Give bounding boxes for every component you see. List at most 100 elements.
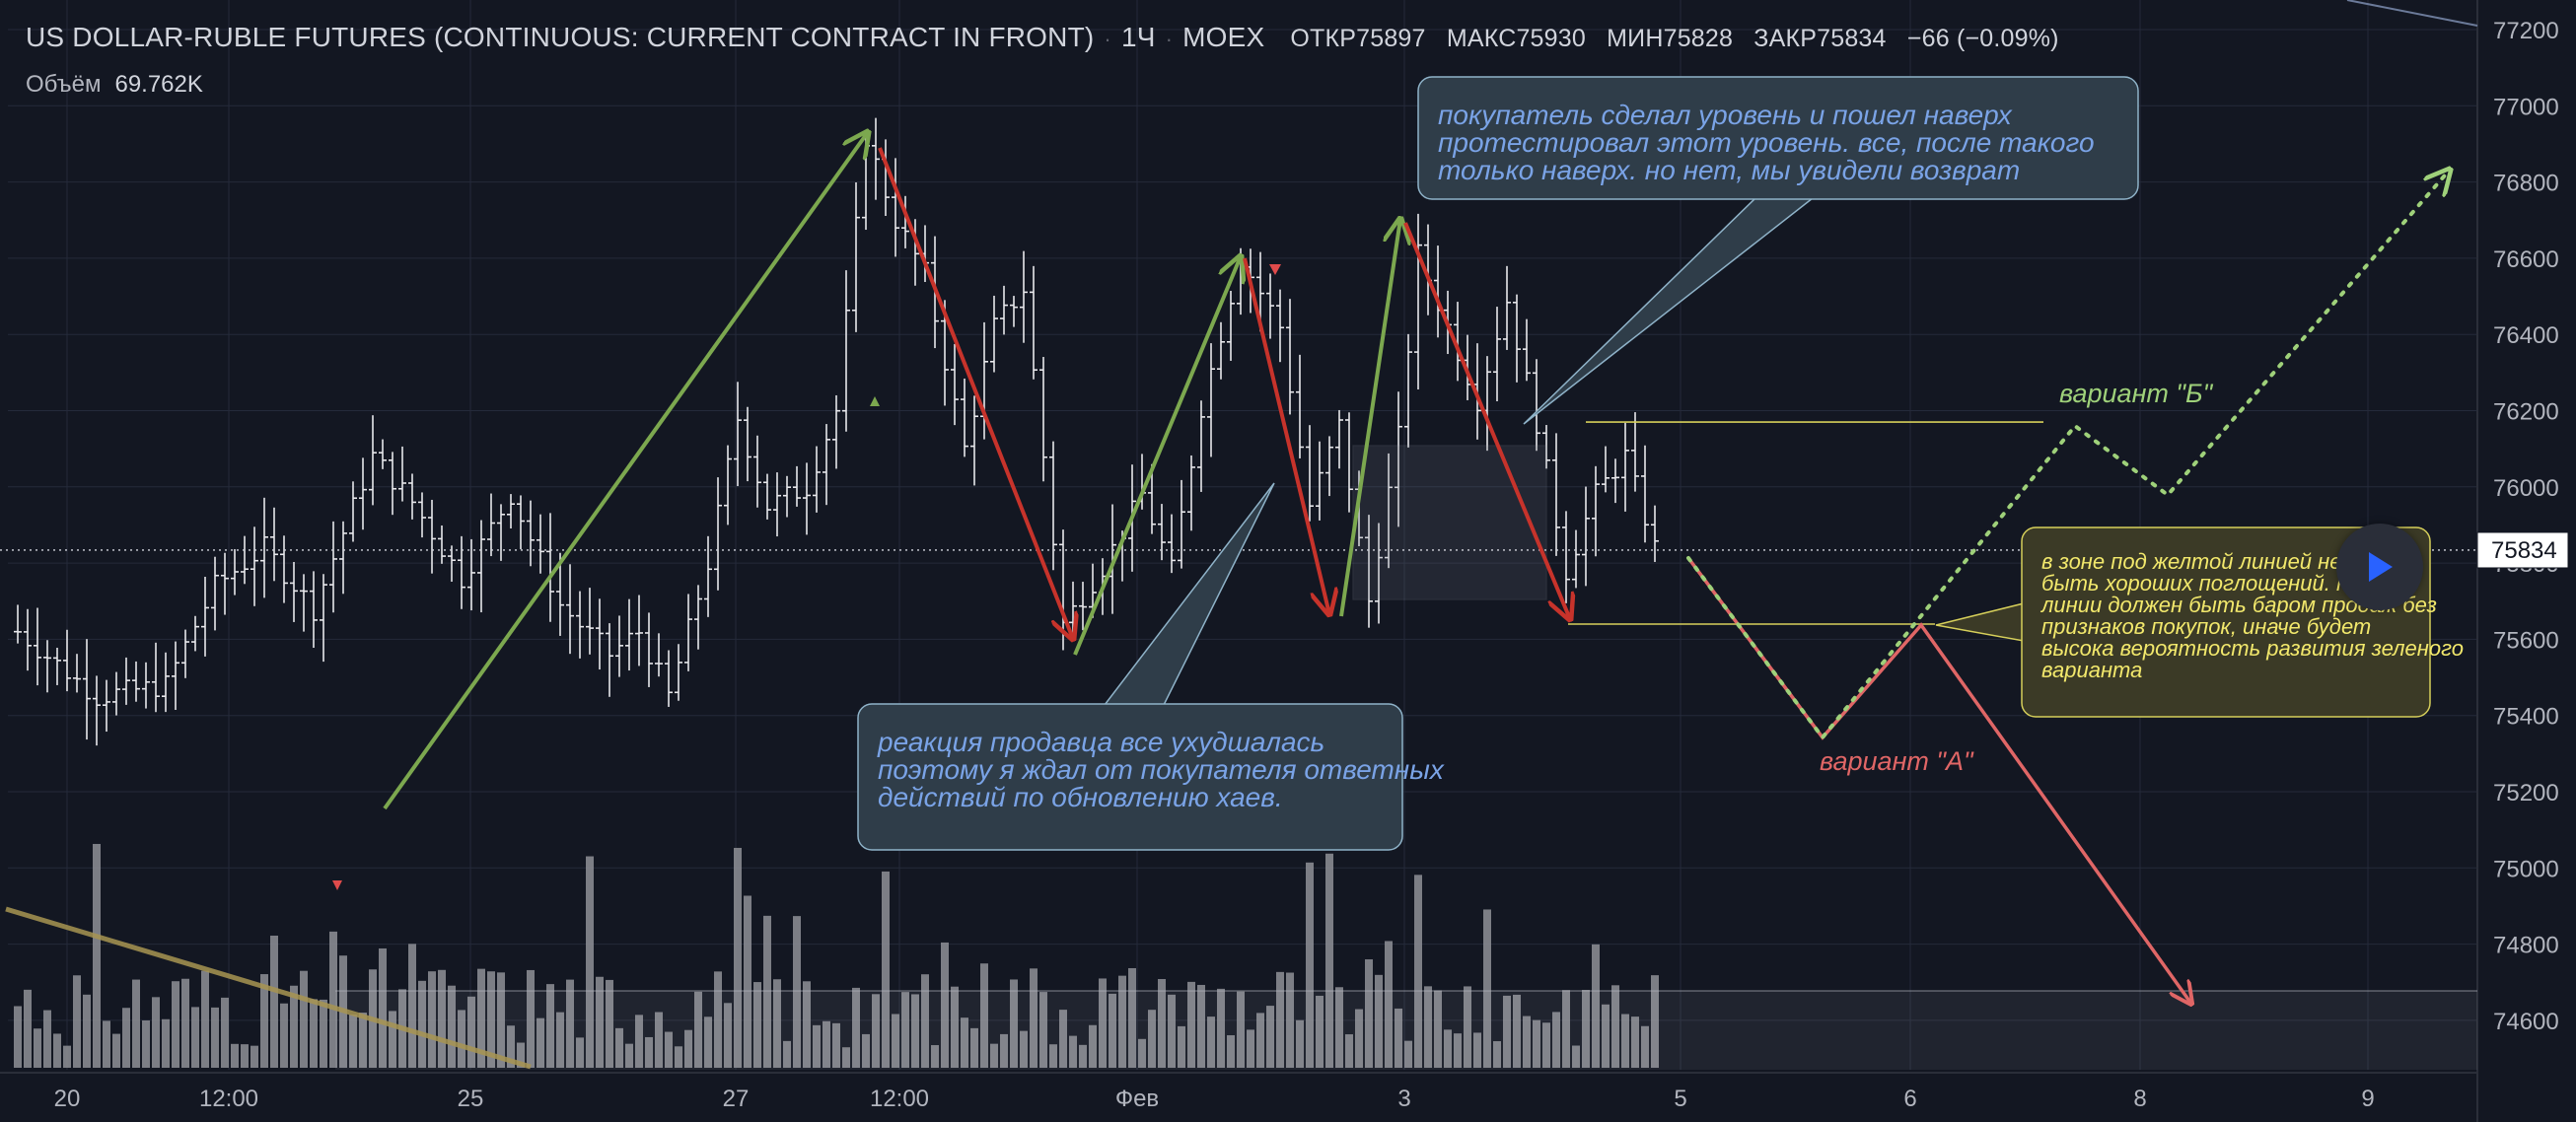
callout-top-line: только наверх. но нет, мы увидели возвра…: [1438, 155, 2020, 185]
callout-top-line: покупатель сделал уровень и пошел наверх: [1438, 100, 2013, 130]
volume-bar: [1306, 862, 1314, 1068]
volume-label: Объём: [26, 71, 102, 98]
volume-bar: [1256, 1013, 1264, 1068]
volume-bar: [1266, 1006, 1274, 1068]
volume-zone: [335, 991, 2477, 1070]
price-tick-label: 75400: [2493, 704, 2559, 731]
price-tick-label: 75200: [2493, 780, 2559, 806]
volume-bar: [980, 963, 988, 1068]
volume-bar: [1533, 1019, 1540, 1068]
replay-button[interactable]: [2336, 524, 2423, 610]
volume-bar: [793, 916, 801, 1068]
exchange-label: MOEX: [1182, 22, 1265, 52]
callout-top[interactable]: покупатель сделал уровень и пошел наверх…: [1417, 76, 2139, 425]
symbol-title[interactable]: US DOLLAR-RUBLE FUTURES (CONTINUOUS: CUR…: [26, 22, 1095, 52]
volume-bar: [714, 971, 722, 1068]
volume-bar: [1197, 984, 1205, 1068]
high-value: 75930: [1516, 25, 1586, 52]
callout-bottom-line: поэтому я ждал от покупателя ответных: [878, 754, 1445, 785]
time-tick-label: 12:00: [870, 1086, 929, 1112]
volume-bar: [1602, 1004, 1610, 1068]
impulse-arrow-up: [1339, 219, 1400, 617]
volume-bar: [1128, 967, 1136, 1068]
volume-bar: [349, 1015, 357, 1068]
volume-bar: [546, 984, 554, 1068]
volume-bar: [586, 856, 594, 1068]
price-axis[interactable]: 7720077000768007660076400762007600075800…: [2493, 18, 2559, 1035]
price-tick-label: 74600: [2493, 1009, 2559, 1035]
volume-bar: [211, 1007, 219, 1068]
volume-bar: [1148, 1010, 1156, 1068]
time-axis[interactable]: 20 12:00 25 27 12:00 Фев 3 5 6 8 9: [54, 1086, 2375, 1112]
volume-bar: [1089, 1024, 1097, 1068]
volume-bar: [93, 843, 101, 1068]
volume-bar: [1020, 1030, 1028, 1068]
volume-bar: [990, 1043, 998, 1068]
volume-bar: [1464, 986, 1471, 1068]
volume-bar: [1000, 1033, 1008, 1068]
volume-bar: [1641, 1025, 1649, 1068]
time-tick-label: 9: [2361, 1086, 2374, 1112]
volume-bar: [763, 915, 771, 1068]
time-tick-label: 5: [1674, 1086, 1686, 1112]
volume-bar: [1030, 968, 1038, 1068]
volume-bar: [823, 1020, 830, 1068]
volume-bar: [438, 969, 446, 1068]
callout-right-line: признаков покупок, иначе будет: [2041, 614, 2371, 639]
volume-bar: [1296, 1019, 1304, 1068]
change-value: −66 (−0.09%): [1906, 25, 2059, 52]
time-tick-label: 20: [54, 1086, 81, 1112]
price-tick-label: 77200: [2493, 18, 2559, 44]
callout-bottom-box: [857, 703, 1403, 851]
volume-bar: [1237, 991, 1245, 1068]
time-tick-label: 12:00: [199, 1086, 258, 1112]
impulse-arrow-up: [383, 132, 868, 810]
impulse-arrow-down: [878, 147, 1073, 639]
volume-bar: [803, 981, 811, 1068]
volume-bar: [911, 994, 919, 1068]
candles: [14, 117, 1659, 746]
volume-bar: [1079, 1044, 1087, 1068]
volume-bar: [1385, 941, 1393, 1068]
variant-b-label: вариант "Б": [2059, 379, 2214, 408]
volume-bar: [684, 1029, 692, 1068]
volume-bar: [1454, 1033, 1462, 1068]
chart-header: US DOLLAR-RUBLE FUTURES (CONTINUOUS: CUR…: [26, 22, 2059, 52]
sell-marker: [332, 880, 342, 890]
price-tick-label: 75000: [2493, 856, 2559, 882]
volume-bar: [1118, 975, 1126, 1068]
volume-bar: [872, 994, 880, 1068]
volume-bar: [132, 979, 140, 1068]
volume-bar: [1582, 990, 1590, 1068]
volume-bar: [882, 871, 890, 1068]
volume-bar: [970, 1027, 978, 1068]
volume-bar: [1562, 990, 1570, 1068]
volume-bar: [507, 1025, 515, 1068]
volume-bar: [694, 991, 702, 1068]
volume-bar: [645, 1036, 653, 1068]
consolidation-zone: [1352, 445, 1547, 600]
volume-bar: [418, 980, 426, 1068]
volume-bar: [270, 935, 278, 1068]
volume-legend[interactable]: Объём 69.762K: [26, 71, 203, 99]
callout-top-line: протестировал этот уровень. все, после т…: [1438, 127, 2095, 158]
volume-bar: [615, 1027, 623, 1068]
time-tick-label: Фев: [1115, 1086, 1159, 1112]
volume-bar: [704, 1017, 712, 1068]
volume-bar: [1207, 1017, 1215, 1068]
sell-marker: [1269, 264, 1281, 275]
volume-bar: [142, 1019, 150, 1068]
volume-bar: [300, 970, 308, 1068]
volume-bar: [43, 1010, 51, 1068]
volume-bar: [63, 1045, 71, 1068]
interval-label[interactable]: 1Ч: [1120, 22, 1156, 52]
impulse-arrow-down: [1403, 222, 1570, 619]
volume-bar: [941, 942, 949, 1068]
volume-bar: [1158, 978, 1166, 1068]
volume-bar: [576, 1037, 584, 1068]
volume-bar: [1513, 994, 1521, 1068]
buy-marker: [870, 396, 880, 406]
